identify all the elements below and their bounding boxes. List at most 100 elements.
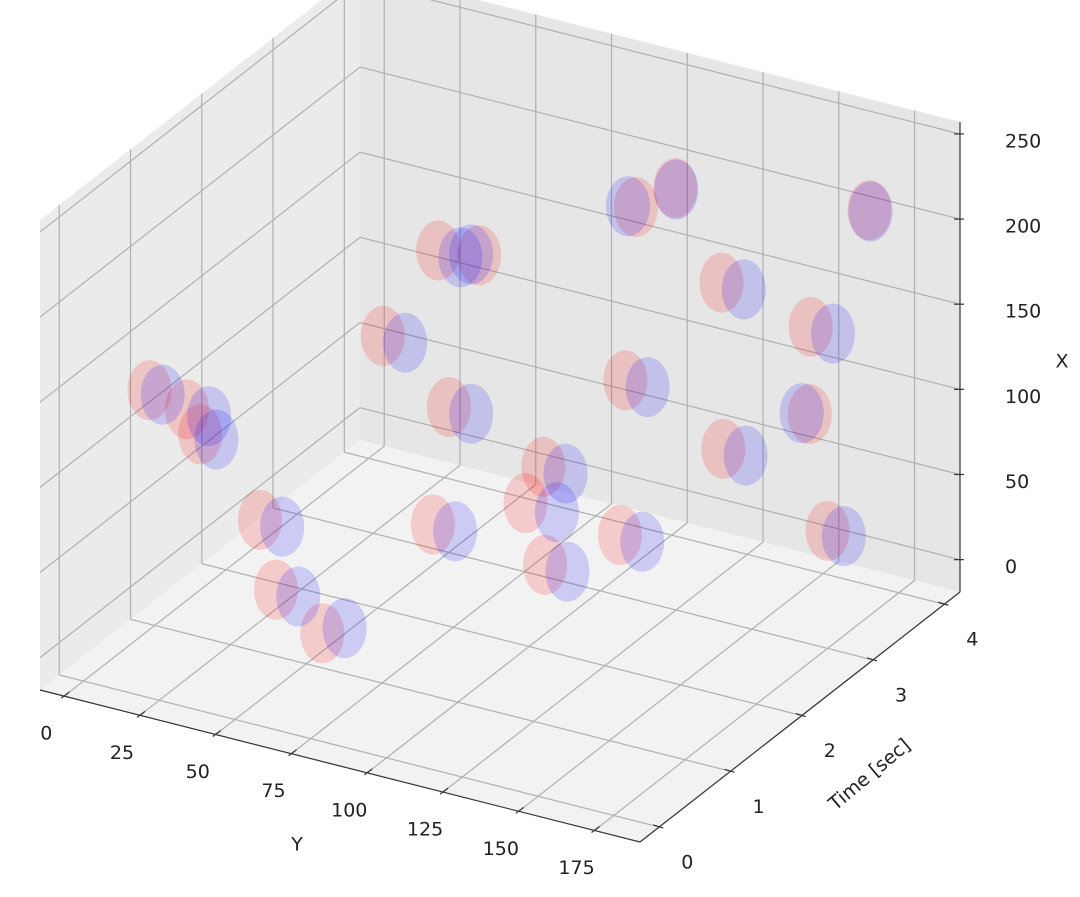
tick-mark — [136, 710, 146, 718]
tick-mark — [288, 749, 297, 757]
event-point — [620, 511, 665, 572]
event-point — [260, 496, 305, 557]
tick-mark — [938, 601, 949, 606]
event-point — [503, 473, 548, 534]
event-point — [543, 443, 588, 504]
grid-line — [139, 464, 461, 716]
event-point — [603, 350, 648, 411]
grid-line — [359, 66, 961, 220]
left-pane — [40, 0, 360, 690]
event-point — [597, 505, 642, 566]
event-point — [164, 379, 209, 440]
time-axis-line — [639, 591, 961, 843]
grid-line — [39, 66, 361, 318]
x-axis-label: X — [1055, 351, 1068, 373]
tick-mark — [212, 730, 222, 738]
event-point — [410, 494, 455, 555]
tick-mark — [515, 806, 525, 814]
grid-line — [39, 322, 361, 573]
grid-line — [201, 563, 802, 717]
grid-line — [359, 321, 961, 476]
event-point — [810, 303, 855, 364]
event-point — [605, 176, 650, 237]
y-tick-label: 25 — [110, 742, 134, 764]
grid-line — [359, 236, 961, 390]
time-tick-label: 0 — [681, 851, 693, 873]
event-point — [449, 224, 494, 285]
event-point — [821, 506, 866, 567]
y-tick-label: 125 — [407, 819, 443, 841]
tick-mark — [724, 768, 735, 773]
time-axis-label: Time [sec] — [824, 734, 915, 815]
grid-line — [359, 151, 961, 305]
y-tick-label: 0 — [40, 723, 52, 745]
grid-line — [428, 0, 961, 135]
event-point — [848, 181, 893, 242]
event-point — [613, 177, 658, 238]
tick-mark — [866, 657, 878, 662]
y-tick-label: 175 — [558, 857, 594, 879]
event-point — [545, 541, 590, 602]
event-point — [654, 159, 699, 220]
time-tick-label: 3 — [895, 684, 907, 706]
grid-line — [130, 618, 731, 772]
event-point — [140, 364, 185, 425]
x-tick-label: 250 — [1005, 130, 1041, 152]
event-point — [523, 534, 568, 595]
grid-line — [63, 445, 385, 697]
event-point — [779, 383, 824, 444]
tick-mark — [653, 824, 664, 829]
grid-line — [215, 484, 537, 735]
grid-line — [39, 0, 338, 233]
event-point — [416, 220, 461, 281]
event-point — [322, 598, 367, 659]
event-point — [449, 383, 494, 444]
event-point — [127, 360, 172, 421]
grid-line — [39, 407, 361, 659]
tick-mark — [60, 691, 70, 699]
x-tick-label: 50 — [1005, 471, 1029, 493]
tick-mark — [363, 768, 373, 776]
y-tick-label: 50 — [186, 761, 210, 783]
x-tick-label: 200 — [1005, 216, 1041, 238]
grid-line — [272, 507, 874, 661]
event-point — [457, 225, 502, 286]
event-point — [426, 377, 471, 438]
grid-line — [59, 674, 660, 828]
y-tick-label: 150 — [483, 838, 519, 860]
time-tick-label: 1 — [752, 796, 764, 818]
back-pane — [360, 0, 960, 592]
y-tick-label: 100 — [331, 799, 367, 821]
event-point — [521, 436, 566, 497]
grid-line — [39, 236, 361, 488]
event-point — [276, 566, 321, 627]
event-point — [237, 489, 282, 550]
event-point — [187, 386, 232, 447]
x-tick-label: 0 — [1005, 556, 1017, 578]
event-point — [653, 158, 698, 219]
grid-line — [39, 151, 361, 403]
event-point — [788, 296, 833, 357]
event-point — [433, 501, 478, 562]
time-tick-label: 4 — [966, 629, 978, 651]
grid-line — [359, 407, 961, 561]
x-tick-label: 150 — [1005, 301, 1041, 323]
grid-line — [344, 451, 945, 605]
tick-mark — [591, 826, 600, 833]
time-tick-label: 2 — [824, 740, 836, 762]
event-point — [194, 409, 239, 470]
grid-line — [518, 560, 840, 812]
event-point — [383, 312, 428, 373]
floor-pane — [40, 440, 960, 842]
event-point — [360, 305, 405, 366]
event-point — [701, 418, 746, 479]
event-point — [300, 603, 345, 664]
event-point — [625, 357, 670, 418]
event-point — [805, 500, 850, 561]
y-axis-label: Y — [290, 834, 303, 856]
event-point — [699, 252, 744, 313]
y-tick-label: 75 — [261, 780, 285, 802]
tick-mark — [795, 713, 806, 718]
event-point — [723, 425, 768, 486]
